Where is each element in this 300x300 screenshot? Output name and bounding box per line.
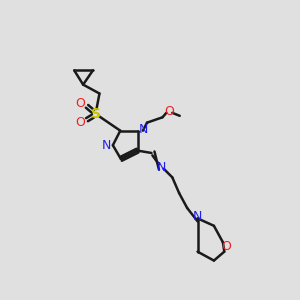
Text: O: O — [75, 97, 85, 110]
Text: O: O — [221, 240, 231, 254]
Text: N: N — [192, 210, 202, 224]
Text: O: O — [75, 116, 85, 129]
Text: N: N — [139, 123, 148, 136]
Text: S: S — [91, 107, 101, 121]
Text: N: N — [102, 139, 111, 152]
Text: O: O — [164, 105, 174, 118]
Text: N: N — [157, 161, 166, 174]
